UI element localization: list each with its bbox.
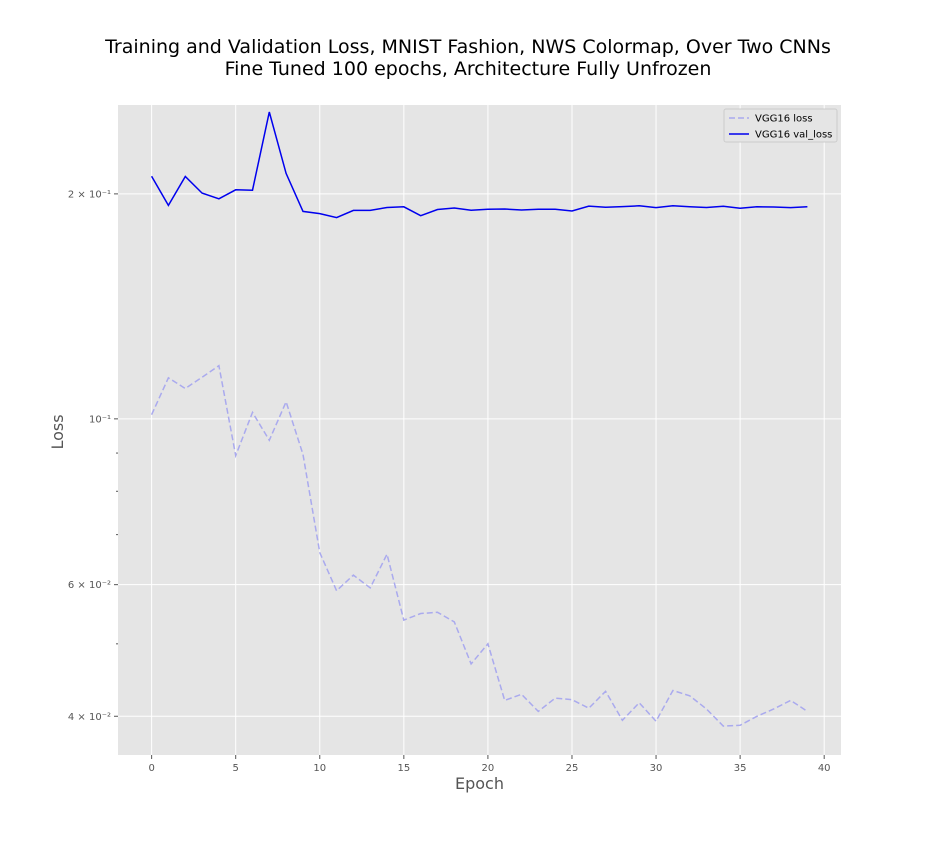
chart-title-line-2: Fine Tuned 100 epochs, Architecture Full… [224, 58, 712, 80]
y-tick-label: 4 × 10⁻² [68, 712, 111, 723]
x-tick-label: 15 [397, 763, 410, 774]
x-tick-label: 0 [148, 763, 154, 774]
x-tick-label: 30 [650, 763, 663, 774]
x-tick-label: 40 [818, 763, 831, 774]
y-tick-label: 6 × 10⁻² [68, 580, 111, 591]
x-tick-label: 25 [566, 763, 579, 774]
legend-label: VGG16 loss [755, 114, 813, 125]
x-tick-label: 10 [313, 763, 326, 774]
plot-area [118, 105, 841, 755]
legend-label: VGG16 val_loss [755, 130, 832, 141]
x-tick-label: 35 [734, 763, 747, 774]
legend-box [723, 108, 838, 143]
chart-title-line-1: Training and Validation Loss, MNIST Fash… [105, 36, 831, 58]
y-tick-label: 2 × 10⁻¹ [68, 189, 111, 200]
series-line-vgg16-val-loss [150, 111, 808, 219]
y-axis-label: Loss [48, 414, 67, 449]
x-tick-label: 5 [233, 763, 239, 774]
x-axis-label: Epoch [455, 774, 504, 793]
x-tick-label: 20 [482, 763, 495, 774]
series-line-vgg16-loss [150, 364, 808, 727]
y-tick-label: 10⁻¹ [89, 414, 111, 425]
